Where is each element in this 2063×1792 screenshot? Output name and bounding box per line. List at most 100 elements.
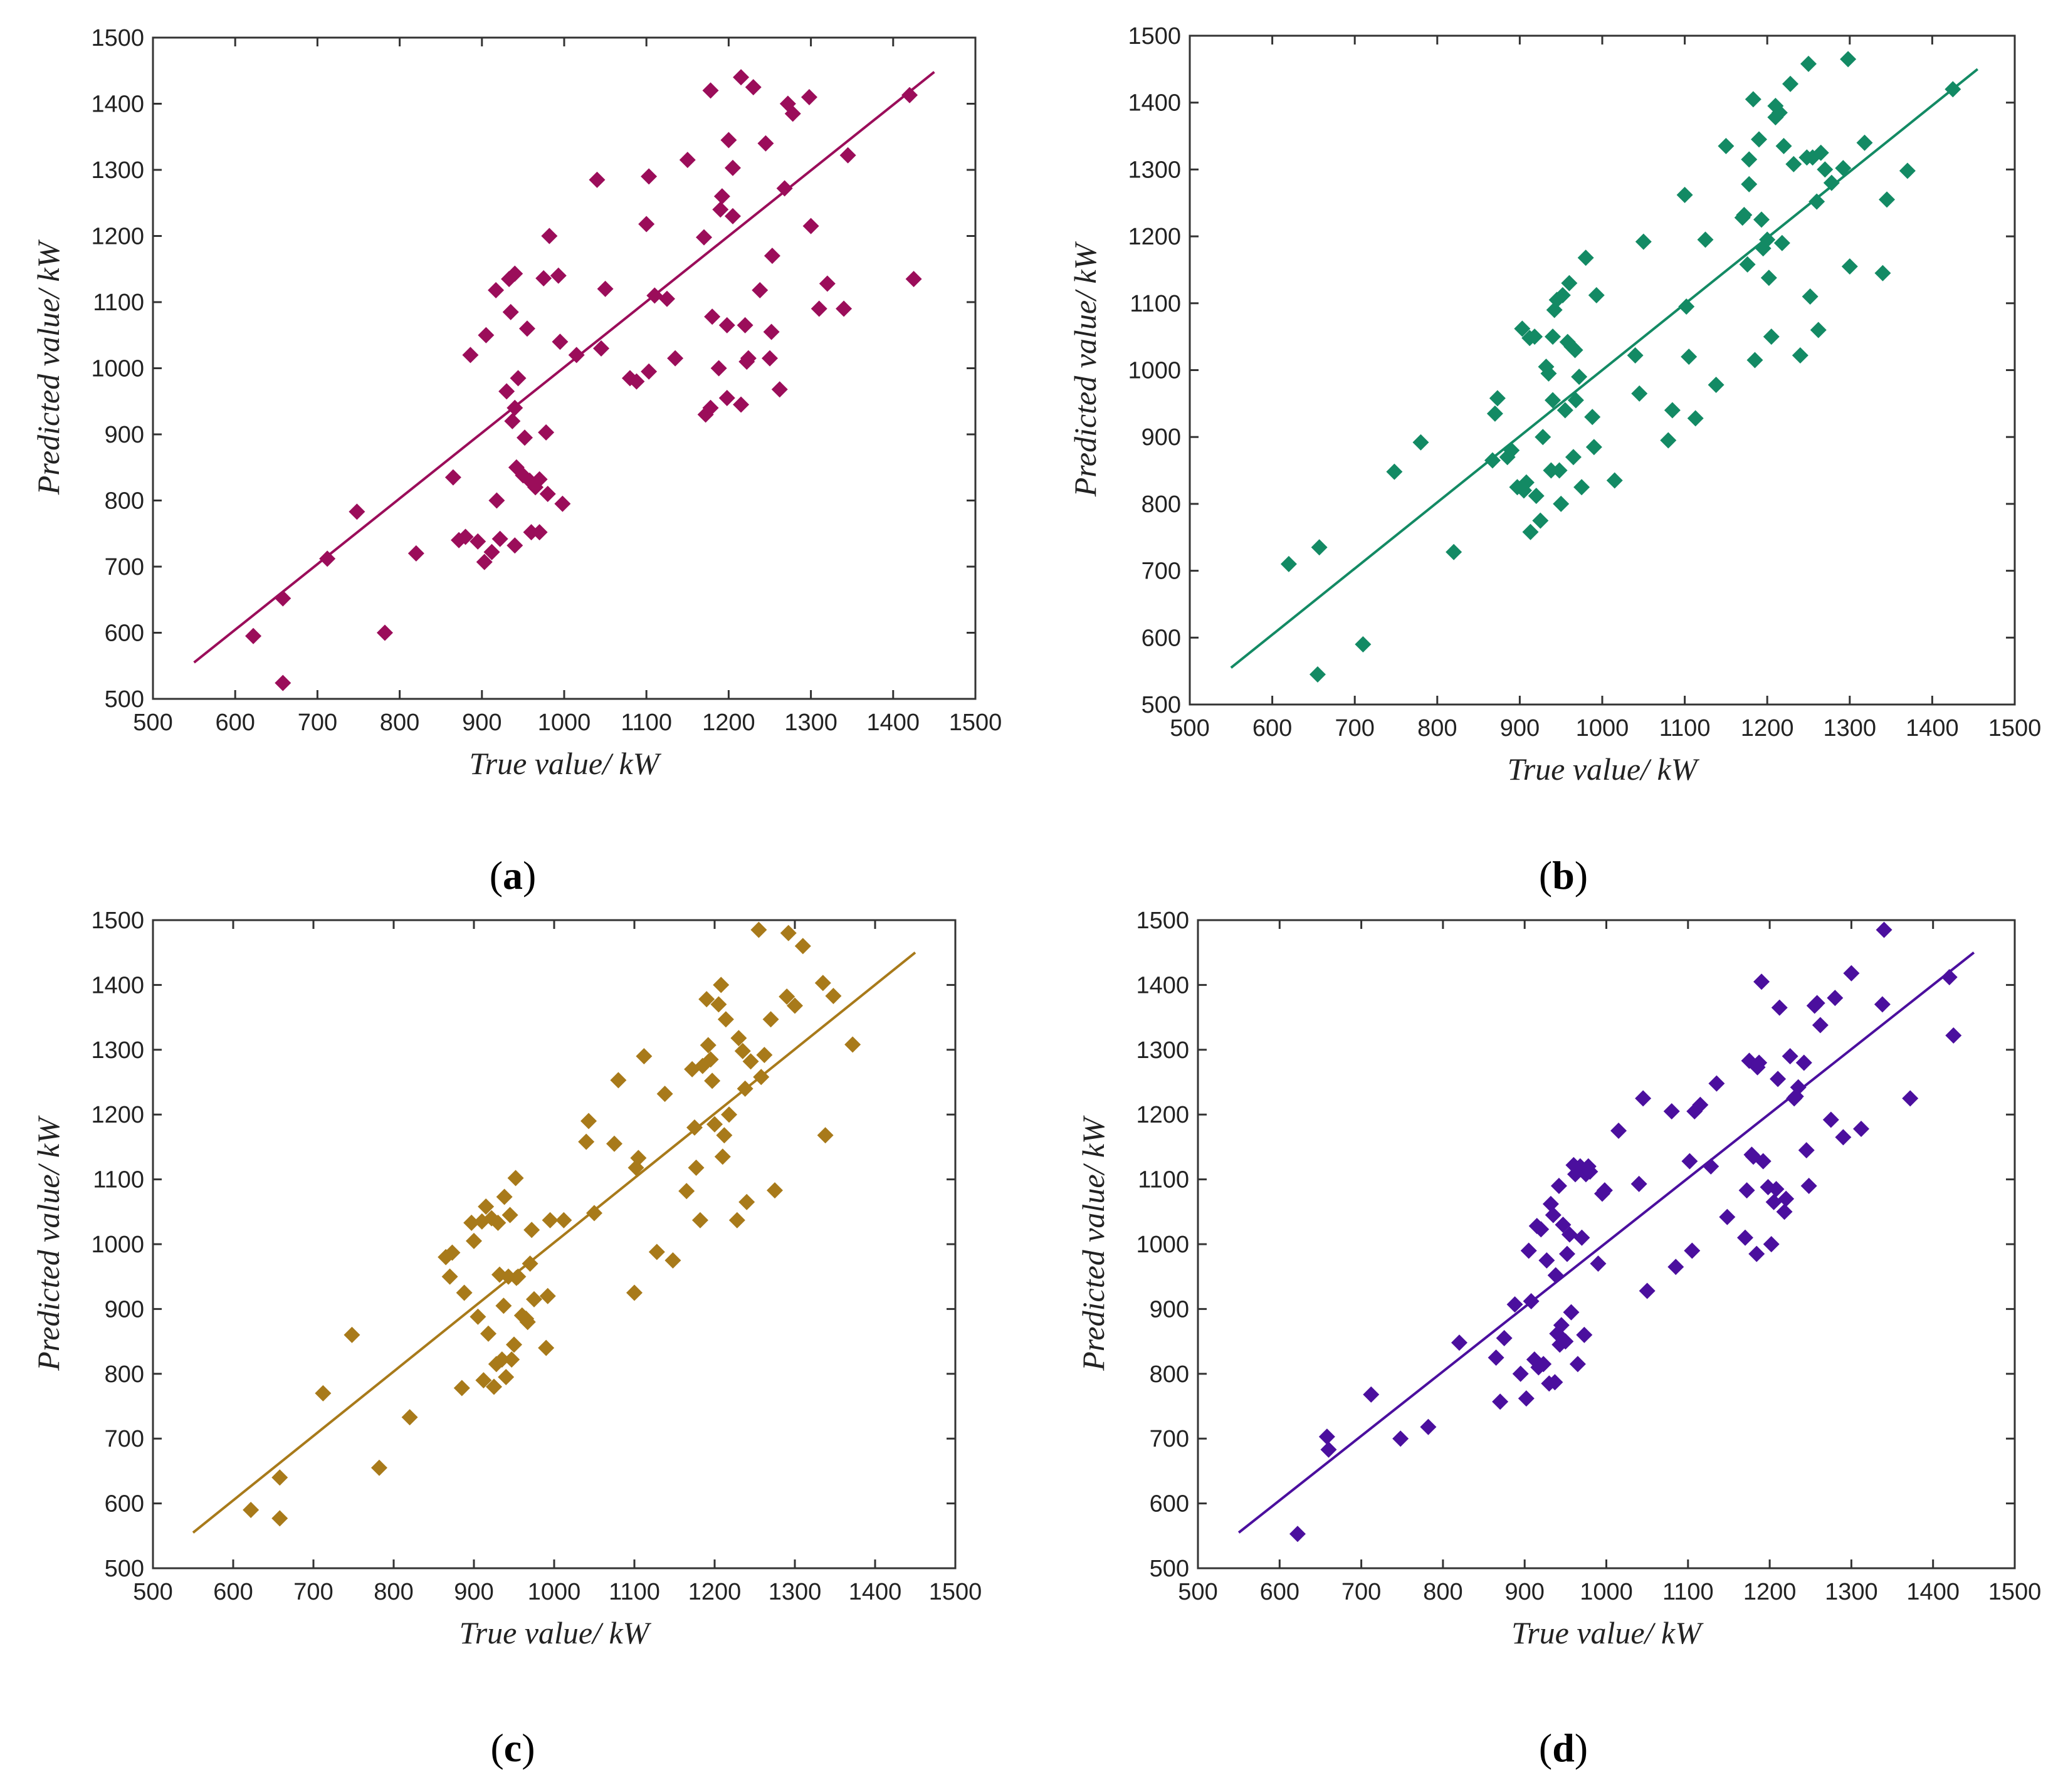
data-point bbox=[734, 1042, 751, 1059]
data-point bbox=[1309, 666, 1326, 683]
data-point bbox=[1687, 410, 1704, 427]
data-point bbox=[1802, 288, 1819, 305]
data-point bbox=[1545, 328, 1562, 345]
data-point bbox=[656, 1086, 673, 1103]
data-point bbox=[1573, 1229, 1590, 1246]
data-point bbox=[586, 1205, 602, 1222]
data-point bbox=[702, 82, 719, 99]
data-point bbox=[457, 528, 474, 545]
x-tick-label: 500 bbox=[1170, 715, 1209, 741]
y-tick-label: 700 bbox=[1150, 1426, 1189, 1452]
reference-line bbox=[1230, 68, 1979, 669]
data-point bbox=[724, 207, 741, 224]
data-point bbox=[1635, 233, 1652, 250]
data-point bbox=[319, 550, 336, 567]
data-point bbox=[1535, 1356, 1552, 1373]
y-tick-label: 1300 bbox=[1136, 1037, 1189, 1064]
y-tick-label: 600 bbox=[1142, 625, 1181, 651]
caption-letter: a bbox=[503, 853, 523, 898]
data-point bbox=[1751, 1054, 1768, 1071]
x-tick-label: 1200 bbox=[1741, 715, 1794, 741]
y-tick-label: 1300 bbox=[1128, 157, 1181, 183]
data-point bbox=[522, 1255, 538, 1272]
data-point bbox=[1535, 429, 1551, 446]
data-point bbox=[745, 79, 762, 96]
data-point bbox=[737, 1080, 753, 1097]
data-point bbox=[737, 317, 753, 333]
data-point bbox=[456, 1284, 473, 1301]
panel-d: 500 600 700 800 900 1000 1100 1200 1300 1400 1500 5… bbox=[1076, 908, 2041, 1770]
data-point bbox=[1567, 342, 1583, 359]
data-point bbox=[466, 1232, 482, 1249]
data-point bbox=[1545, 392, 1562, 409]
data-point bbox=[444, 469, 461, 486]
data-point bbox=[1420, 1418, 1437, 1435]
data-point bbox=[1678, 298, 1695, 315]
x-tick-label: 600 bbox=[1260, 1579, 1299, 1605]
x-axis-label: True value/ kW bbox=[470, 746, 662, 781]
x-tick-label: 500 bbox=[1178, 1579, 1217, 1605]
data-point bbox=[1561, 1226, 1578, 1243]
data-point bbox=[1582, 1163, 1598, 1180]
caption-paren-open: ( bbox=[1539, 1726, 1552, 1770]
x-tick-label: 700 bbox=[298, 710, 337, 736]
data-point bbox=[1386, 463, 1403, 480]
data-point bbox=[771, 381, 788, 398]
data-point bbox=[659, 290, 675, 307]
data-point bbox=[738, 1193, 755, 1210]
data-point bbox=[1355, 636, 1372, 652]
data-point bbox=[1775, 138, 1792, 155]
data-point bbox=[1800, 55, 1817, 72]
data-point bbox=[1392, 1430, 1409, 1447]
data-point bbox=[740, 350, 757, 367]
data-point bbox=[470, 533, 486, 550]
data-point bbox=[271, 1469, 288, 1486]
y-tick-label: 900 bbox=[105, 1296, 144, 1323]
y-tick-label: 1500 bbox=[91, 25, 144, 51]
x-tick-label: 1100 bbox=[1662, 1579, 1714, 1605]
data-point bbox=[1551, 462, 1568, 479]
y-tick-label: 800 bbox=[1150, 1361, 1189, 1388]
data-point bbox=[702, 1051, 719, 1068]
data-point bbox=[1755, 1153, 1772, 1170]
data-point bbox=[696, 229, 713, 246]
data-point bbox=[475, 1372, 492, 1389]
data-point bbox=[1446, 543, 1462, 560]
data-point bbox=[243, 1501, 260, 1518]
x-tick-label: 800 bbox=[1423, 1579, 1462, 1605]
y-tick-label: 1400 bbox=[1136, 972, 1189, 998]
data-point bbox=[1518, 474, 1535, 491]
x-tick-label: 600 bbox=[213, 1579, 253, 1605]
data-point bbox=[1945, 1027, 1962, 1044]
data-point bbox=[1523, 1292, 1540, 1309]
y-tick-label: 500 bbox=[1150, 1556, 1189, 1582]
data-point bbox=[1746, 352, 1763, 369]
x-tick-label: 700 bbox=[1335, 715, 1374, 741]
data-point bbox=[1748, 1245, 1765, 1262]
data-point bbox=[1526, 328, 1543, 345]
y-tick-label: 800 bbox=[105, 1361, 144, 1388]
reference-line bbox=[192, 951, 916, 1534]
data-point bbox=[712, 201, 729, 218]
data-point bbox=[1514, 320, 1531, 337]
data-point bbox=[1768, 1181, 1785, 1198]
data-point bbox=[1540, 365, 1557, 382]
y-tick-label: 800 bbox=[105, 488, 144, 515]
data-point bbox=[1741, 176, 1758, 192]
data-point bbox=[476, 553, 493, 570]
data-point bbox=[1630, 1175, 1647, 1192]
data-point bbox=[531, 524, 548, 541]
data-point bbox=[1558, 1245, 1575, 1262]
data-point bbox=[502, 303, 519, 320]
x-tick-label: 600 bbox=[215, 710, 255, 736]
data-point bbox=[519, 1314, 536, 1331]
data-point bbox=[1751, 131, 1768, 148]
data-point bbox=[1776, 1203, 1793, 1220]
x-tick-label: 900 bbox=[454, 1579, 493, 1605]
y-tick-label: 1100 bbox=[93, 290, 144, 316]
data-point bbox=[483, 543, 500, 560]
data-point bbox=[626, 1284, 643, 1301]
data-point bbox=[1739, 256, 1756, 273]
data-point bbox=[817, 1127, 834, 1144]
x-tick-label: 800 bbox=[380, 710, 419, 736]
